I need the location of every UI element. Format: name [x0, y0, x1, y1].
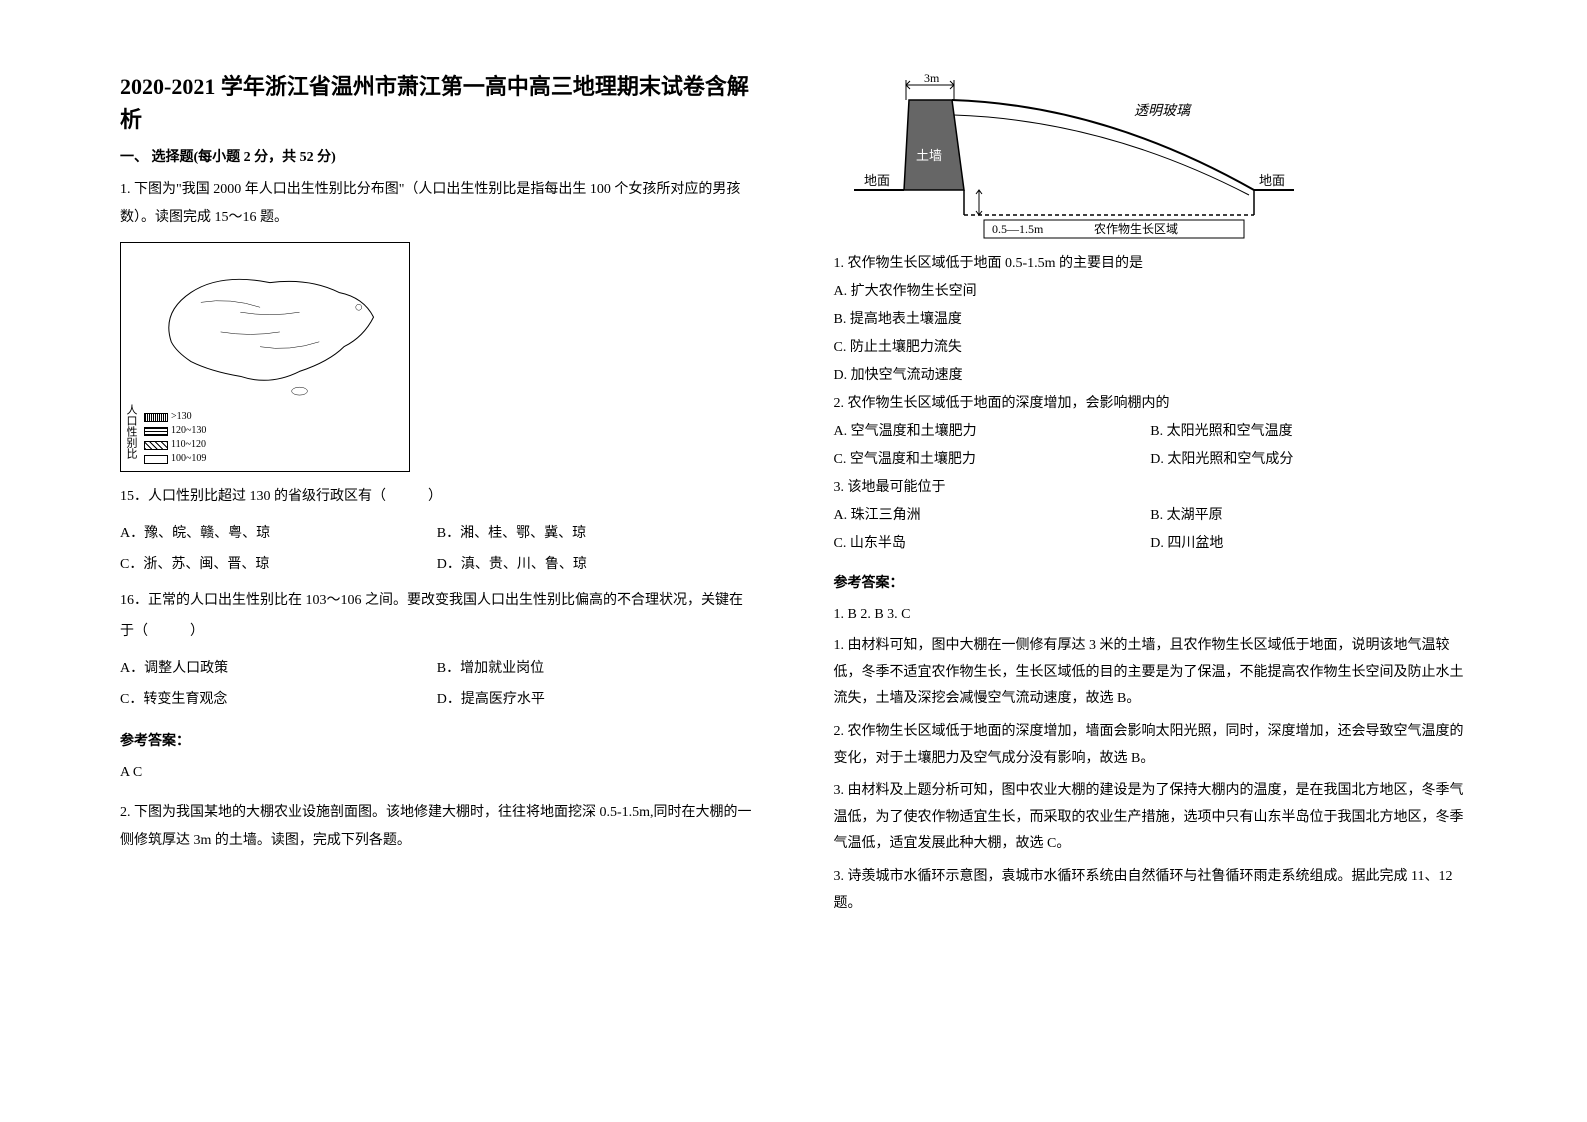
- q16-opt-c: C．转变生育观念: [120, 685, 437, 716]
- label-ground-right: 地面: [1259, 173, 1285, 188]
- exam-title: 2020-2021 学年浙江省温州市萧江第一高中高三地理期末试卷含解析: [120, 70, 754, 136]
- china-map-diagram: 人口性别比 >130 120~130 110~120 100~109: [120, 242, 410, 472]
- explanation-3: 3. 由材料及上题分析可知，图中农业大棚的建设是为了保持大棚内的温度，是在我国北…: [834, 778, 1468, 858]
- q2-3-block: 3. 该地最可能位于 A. 珠江三角洲 B. 太湖平原 C. 山东半岛 D. 四…: [834, 474, 1468, 558]
- q2-1-opt-d: D. 加快空气流动速度: [834, 362, 1468, 390]
- label-ground-left: 地面: [864, 173, 890, 188]
- q2-1-opt-a: A. 扩大农作物生长空间: [834, 278, 1468, 306]
- answer-label-2: 参考答案：: [834, 572, 1468, 592]
- q15-text: 15．人口性别比超过 130 的省级行政区有（ ）: [120, 482, 754, 513]
- q15-opt-a: A．豫、皖、赣、粤、琼: [120, 519, 437, 550]
- q2-1-text: 1. 农作物生长区域低于地面 0.5-1.5m 的主要目的是: [834, 250, 1468, 278]
- q2-3-opt-b: B. 太湖平原: [1150, 502, 1467, 530]
- q2-2-block: 2. 农作物生长区域低于地面的深度增加，会影响棚内的 A. 空气温度和土壤肥力 …: [834, 390, 1468, 474]
- label-3m: 3m: [924, 71, 940, 85]
- q16-options: A．调整人口政策 B．增加就业岗位 C．转变生育观念 D．提高医疗水平: [120, 654, 754, 716]
- greenhouse-diagram: 3m 土墙 透明玻璃 地面 地面 0.5—1.5m 农作物生长区域: [854, 70, 1294, 240]
- label-glass: 透明玻璃: [1134, 103, 1192, 119]
- q2-2-opt-b: B. 太阳光照和空气温度: [1150, 418, 1467, 446]
- q2-3-opt-d: D. 四川盆地: [1150, 530, 1467, 558]
- q2-3-opt-a: A. 珠江三角洲: [834, 502, 1151, 530]
- q1-intro: 1. 下图为"我国 2000 年人口出生性别比分布图"（人口出生性别比是指每出生…: [120, 176, 754, 232]
- q16-opt-a: A．调整人口政策: [120, 654, 437, 685]
- legend-row-0: >130: [171, 410, 192, 424]
- q16-opt-b: B．增加就业岗位: [437, 654, 754, 685]
- q16-text: 16．正常的人口出生性别比在 103～106 之间。要改变我国人口出生性别比偏高…: [120, 586, 754, 648]
- q2-3-opt-c: C. 山东半岛: [834, 530, 1151, 558]
- q2-2-opt-d: D. 太阳光照和空气成分: [1150, 446, 1467, 474]
- q3-intro: 3. 诗羡城市水循环示意图，袁城市水循环系统由自然循环与社鲁循环雨走系统组成。据…: [834, 864, 1468, 917]
- q2-1-block: 1. 农作物生长区域低于地面 0.5-1.5m 的主要目的是 A. 扩大农作物生…: [834, 250, 1468, 390]
- q16-opt-d: D．提高医疗水平: [437, 685, 754, 716]
- q2-answer-line: 1. B 2. B 3. C: [834, 602, 1468, 627]
- legend-row-1: 120~130: [171, 424, 206, 438]
- q2-3-text: 3. 该地最可能位于: [834, 474, 1468, 502]
- q2-2-text: 2. 农作物生长区域低于地面的深度增加，会影响棚内的: [834, 390, 1468, 418]
- label-depth: 0.5—1.5m: [992, 222, 1044, 236]
- q2-2-opt-c: C. 空气温度和土壤肥力: [834, 446, 1151, 474]
- map-legend: >130 120~130 110~120 100~109: [126, 410, 206, 466]
- answer-label-1: 参考答案：: [120, 730, 754, 750]
- legend-row-3: 100~109: [171, 452, 206, 466]
- q15-options: A．豫、皖、赣、粤、琼 B．湘、桂、鄂、冀、琼 C．浙、苏、闽、晋、琼 D．滇、…: [120, 519, 754, 581]
- label-wall: 土墙: [916, 148, 942, 163]
- label-zone: 农作物生长区域: [1094, 222, 1178, 236]
- legend-row-2: 110~120: [171, 438, 206, 452]
- section-header: 一、 选择题(每小题 2 分，共 52 分): [120, 146, 754, 166]
- q15-opt-d: D．滇、贵、川、鲁、琼: [437, 550, 754, 581]
- q2-2-opt-a: A. 空气温度和土壤肥力: [834, 418, 1151, 446]
- q2-intro: 2. 下图为我国某地的大棚农业设施剖面图。该地修建大棚时，往往将地面挖深 0.5…: [120, 799, 754, 855]
- q2-1-opt-c: C. 防止土壤肥力流失: [834, 334, 1468, 362]
- q2-1-opt-b: B. 提高地表土壤温度: [834, 306, 1468, 334]
- explanation-2: 2. 农作物生长区域低于地面的深度增加，墙面会影响太阳光照，同时，深度增加，还会…: [834, 719, 1468, 772]
- q15-opt-c: C．浙、苏、闽、晋、琼: [120, 550, 437, 581]
- explanation-1: 1. 由材料可知，图中大棚在一侧修有厚达 3 米的土墙，且农作物生长区域低于地面…: [834, 633, 1468, 713]
- q1-answer: A C: [120, 760, 754, 785]
- q15-opt-b: B．湘、桂、鄂、冀、琼: [437, 519, 754, 550]
